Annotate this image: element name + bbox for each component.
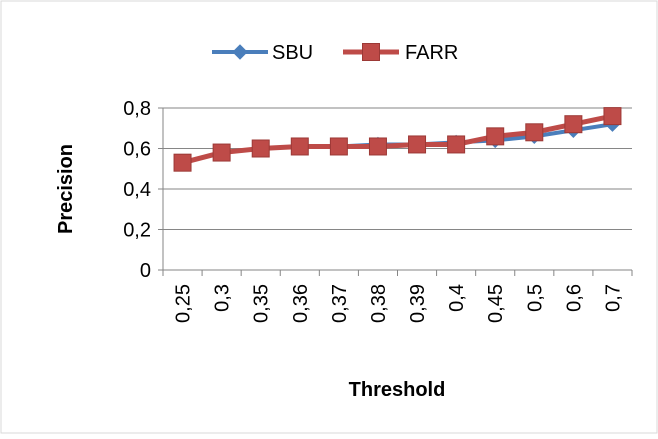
x-tick-label: 0,35 <box>251 284 273 323</box>
x-tick-label: 0,38 <box>368 284 390 323</box>
x-tick-label: 0,4 <box>446 284 468 312</box>
axes: 0 0,2 0,4 0,6 0,8 0,25 0,3 0,35 0,36 0,37 0,38 0,39… <box>123 98 633 323</box>
x-tick-label: 0,5 <box>524 284 546 312</box>
data-point <box>329 137 348 156</box>
legend-label: FARR <box>405 42 458 64</box>
x-axis-title: Threshold <box>349 379 446 401</box>
legend-item: SBU <box>212 42 313 64</box>
y-axis-title: Precision <box>55 144 77 234</box>
data-point <box>251 139 270 158</box>
data-point <box>408 135 427 154</box>
data-point <box>212 143 231 162</box>
data-point <box>603 107 622 126</box>
legend-item: FARR <box>343 42 458 64</box>
x-tick-label: 0,7 <box>602 284 624 312</box>
x-tick-label: 0,37 <box>329 284 351 323</box>
data-point <box>368 137 387 156</box>
series-lines <box>173 107 622 172</box>
y-tick-label: 0,4 <box>123 179 151 201</box>
data-point <box>232 44 248 60</box>
x-tick-label: 0,45 <box>485 284 507 323</box>
x-tick-label: 0,36 <box>290 284 312 323</box>
legend: SBU FARR <box>212 42 458 64</box>
data-point <box>486 127 505 146</box>
legend-label: SBU <box>272 42 313 64</box>
data-point <box>525 123 544 142</box>
axis-labels: Precision Threshold <box>55 144 445 401</box>
series-farr <box>173 107 622 172</box>
x-tick-label: 0,6 <box>563 284 585 312</box>
data-point <box>362 43 380 61</box>
y-tick-label: 0,8 <box>123 98 151 120</box>
y-tick-label: 0,6 <box>123 139 151 161</box>
data-point <box>564 115 583 134</box>
y-tick-label: 0,2 <box>123 220 151 242</box>
data-point <box>173 153 192 172</box>
data-point <box>447 135 466 154</box>
x-tick-label: 0,25 <box>173 284 195 323</box>
x-tick-label: 0,3 <box>212 284 234 312</box>
x-tick-label: 0,39 <box>407 284 429 323</box>
data-point <box>290 137 309 156</box>
y-tick-label: 0 <box>140 260 151 282</box>
